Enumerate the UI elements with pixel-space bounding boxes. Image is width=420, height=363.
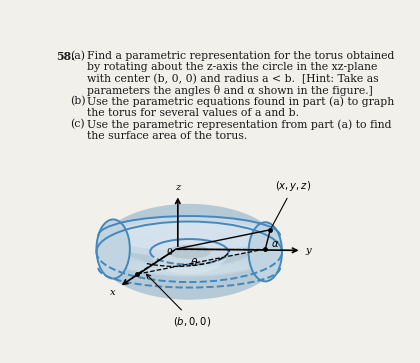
Text: $(x, y, z)$: $(x, y, z)$: [272, 179, 312, 227]
Text: z: z: [175, 183, 181, 192]
Text: x: x: [110, 288, 116, 297]
Text: (c): (c): [71, 119, 85, 130]
Text: $\alpha$: $\alpha$: [271, 239, 280, 249]
Ellipse shape: [249, 222, 282, 281]
Text: the torus for several values of a and b.: the torus for several values of a and b.: [87, 108, 299, 118]
Text: Use the parametric equations found in part (a) to graph: Use the parametric equations found in pa…: [87, 97, 394, 107]
Ellipse shape: [99, 215, 279, 258]
Text: Find a parametric representation for the torus obtained: Find a parametric representation for the…: [87, 50, 394, 61]
Ellipse shape: [97, 219, 130, 278]
Text: $\theta$: $\theta$: [190, 256, 198, 268]
Text: (b): (b): [71, 97, 86, 107]
Ellipse shape: [168, 245, 211, 259]
Text: 0: 0: [166, 248, 172, 257]
Text: Use the parametric representation from part (a) to find: Use the parametric representation from p…: [87, 119, 391, 130]
Ellipse shape: [150, 229, 228, 274]
Text: y: y: [305, 246, 311, 255]
Text: with center (b, 0, 0) and radius a < b.  [Hint: Take as: with center (b, 0, 0) and radius a < b. …: [87, 73, 378, 84]
Ellipse shape: [110, 221, 268, 251]
Text: parameters the angles θ and α shown in the figure.]: parameters the angles θ and α shown in t…: [87, 85, 373, 96]
Text: (a): (a): [71, 50, 85, 61]
Text: $(b, 0, 0)$: $(b, 0, 0)$: [147, 274, 212, 328]
Text: the surface area of the torus.: the surface area of the torus.: [87, 131, 247, 141]
Ellipse shape: [97, 204, 282, 300]
Text: by rotating about the z-axis the circle in the xz-plane: by rotating about the z-axis the circle …: [87, 62, 377, 72]
Text: 58.: 58.: [56, 50, 75, 62]
